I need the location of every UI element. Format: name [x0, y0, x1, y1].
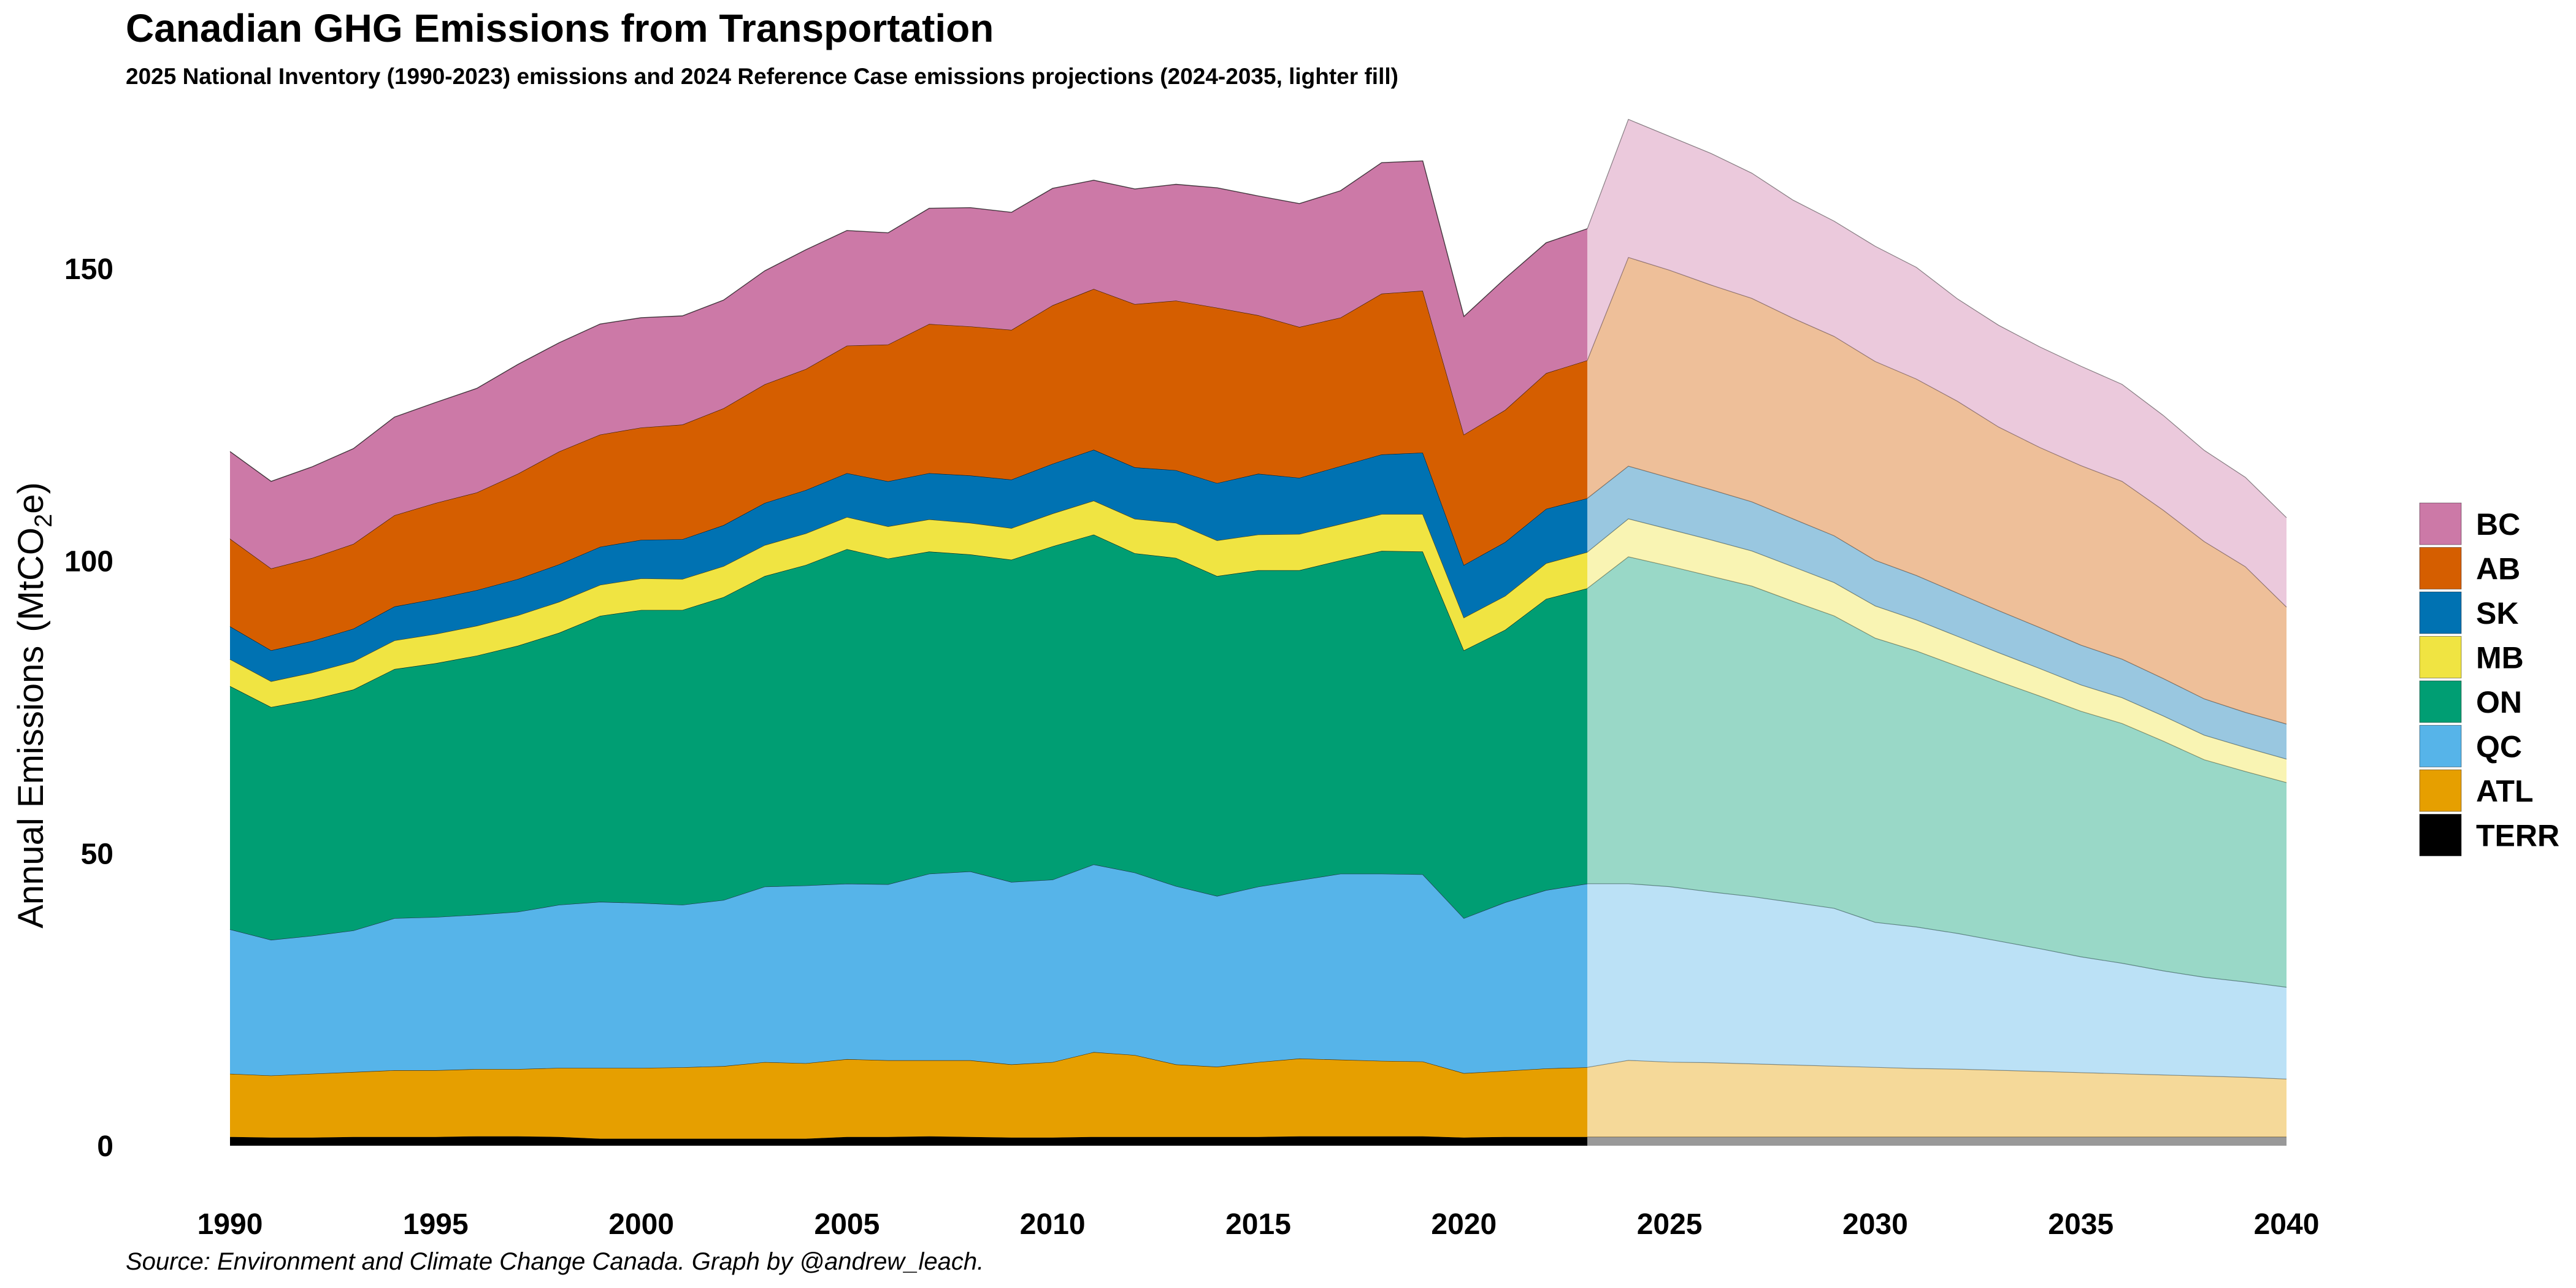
y-axis-title-main: Annual Emissions [11, 646, 51, 929]
x-tick-label-2020: 2020 [1431, 1208, 1497, 1241]
chart-subtitle: 2025 National Inventory (1990-2023) emis… [126, 64, 1398, 89]
legend-label-terr: TERR [2476, 819, 2559, 853]
legend-label-on: ON [2476, 685, 2522, 719]
area-on-projection [1587, 556, 2287, 987]
x-tick-label-2000: 2000 [608, 1208, 674, 1241]
y-tick-label-0: 0 [97, 1130, 113, 1163]
y-tick-label-100: 100 [64, 546, 113, 578]
x-axis: 1990 1995 2000 2005 2010 2015 2020 2025 2030 2035… [197, 1208, 2320, 1241]
legend-swatch-terr [2419, 814, 2462, 856]
line-bc-historical [229, 160, 1588, 482]
plot-area [229, 118, 2287, 1146]
legend-item-atl: ATL [2419, 769, 2533, 812]
area-atl-historical [230, 1052, 1587, 1139]
area-qc-historical [230, 864, 1587, 1076]
line-bc-projection [1587, 118, 2287, 518]
x-tick-label-2005: 2005 [815, 1208, 880, 1241]
legend-item-sk: SK [2419, 591, 2518, 634]
x-tick-label-2030: 2030 [1842, 1208, 1908, 1241]
legend-item-mb: MB [2419, 636, 2524, 678]
y-axis-title-tail: e) [11, 482, 51, 514]
x-tick-label-1995: 1995 [403, 1208, 469, 1241]
y-axis-title-unit: (MtCO [11, 527, 51, 632]
y-tick-label-150: 150 [64, 253, 113, 286]
legend-label-atl: ATL [2476, 774, 2533, 808]
x-tick-label-1990: 1990 [197, 1208, 263, 1241]
x-tick-label-2025: 2025 [1637, 1208, 1703, 1241]
area-mb-projection [1587, 518, 2287, 783]
x-tick-label-2040: 2040 [2254, 1208, 2320, 1241]
x-tick-label-2015: 2015 [1225, 1208, 1291, 1241]
legend-label-mb: MB [2476, 641, 2524, 675]
legend-swatch-on [2419, 680, 2462, 723]
y-axis-title-subscript: 2 [30, 514, 57, 527]
legend-swatch-bc [2419, 502, 2462, 545]
legend-item-qc: QC [2419, 725, 2522, 767]
legend-item-ab: AB [2419, 547, 2520, 589]
legend-label-ab: AB [2476, 552, 2520, 586]
legend-item-bc: BC [2419, 502, 2520, 545]
area-ab-projection [1587, 257, 2287, 724]
chart-caption: Source: Environment and Climate Change C… [126, 1248, 984, 1275]
area-terr-projection [1587, 1137, 2287, 1146]
legend-swatch-mb [2419, 636, 2462, 678]
legend-swatch-atl [2419, 769, 2462, 812]
legend: BC AB SK MB ON QC ATL TERR [2419, 502, 2559, 856]
legend-swatch-ab [2419, 547, 2462, 589]
legend-item-terr: TERR [2419, 814, 2559, 856]
area-on-historical [230, 534, 1587, 940]
line-qc-projection [1587, 883, 2287, 988]
legend-item-on: ON [2419, 680, 2522, 723]
legend-label-sk: SK [2476, 596, 2518, 631]
area-qc-projection [1587, 883, 2287, 1079]
area-mb-historical [230, 500, 1587, 707]
legend-label-qc: QC [2476, 730, 2522, 764]
chart-title: Canadian GHG Emissions from Transportati… [126, 6, 994, 50]
y-axis-title: Annual Emissions (MtCO2e) [11, 482, 57, 929]
line-atl-projection [1587, 1060, 2287, 1079]
y-axis: 0 50 100 150 [64, 253, 113, 1163]
area-sk-historical [230, 450, 1587, 681]
legend-swatch-qc [2419, 725, 2462, 767]
x-tick-label-2035: 2035 [2048, 1208, 2114, 1241]
line-ab-projection [1587, 256, 2287, 608]
line-mb-projection [1587, 518, 2287, 760]
legend-swatch-sk [2419, 591, 2462, 634]
area-terr-historical [230, 1136, 1587, 1146]
area-atl-projection [1587, 1060, 2287, 1137]
y-tick-label-50: 50 [81, 838, 113, 870]
area-bc-historical [230, 161, 1587, 569]
legend-label-bc: BC [2476, 507, 2520, 542]
line-sk-projection [1587, 466, 2287, 725]
area-ab-historical [230, 289, 1587, 651]
area-sk-projection [1587, 466, 2287, 759]
area-bc-projection [1587, 119, 2287, 607]
line-on-projection [1587, 556, 2287, 783]
x-tick-label-2010: 2010 [1020, 1208, 1086, 1241]
